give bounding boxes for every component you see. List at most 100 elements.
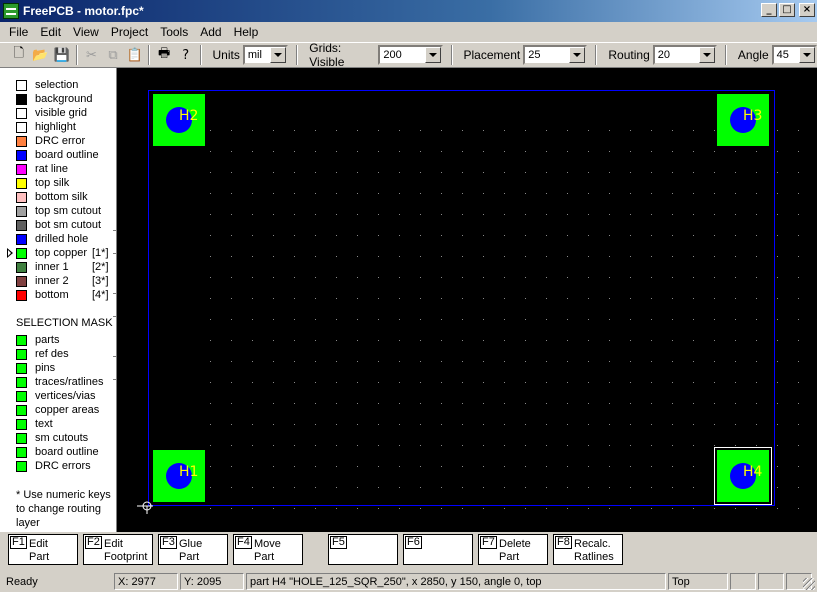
- layer-color-swatch[interactable]: [16, 289, 27, 301]
- fkey-button-f7[interactable]: F7 Delete Part: [478, 534, 548, 565]
- selection-mask-item[interactable]: vertices/vias: [16, 389, 96, 403]
- help-icon[interactable]: ?: [182, 47, 190, 63]
- chevron-down-icon[interactable]: [270, 47, 287, 63]
- mask-toggle-swatch[interactable]: [16, 446, 27, 458]
- angle-select[interactable]: 45: [771, 45, 817, 65]
- layer-color-swatch[interactable]: [16, 121, 27, 133]
- placement-grid-select[interactable]: 25: [523, 45, 588, 65]
- layer-color-swatch[interactable]: [16, 247, 27, 259]
- layer-color-swatch[interactable]: [16, 93, 27, 105]
- mask-toggle-swatch[interactable]: [16, 418, 27, 430]
- layer-color-swatch[interactable]: [16, 261, 27, 273]
- fkey-button-f3[interactable]: F3 Glue Part: [158, 534, 228, 565]
- selection-mask-item[interactable]: pins: [16, 361, 55, 375]
- layer-row[interactable]: bot sm cutout: [16, 218, 101, 232]
- paste-icon[interactable]: 📋: [126, 47, 143, 63]
- print-icon[interactable]: 🖶: [158, 46, 171, 61]
- menu-view[interactable]: View: [73, 25, 99, 39]
- mask-toggle-swatch[interactable]: [16, 376, 27, 388]
- layer-row[interactable]: visible grid: [16, 106, 87, 120]
- fkey-button-f2[interactable]: F2 Edit Footprint: [83, 534, 153, 565]
- chevron-down-icon[interactable]: [799, 47, 816, 63]
- ref-des-label[interactable]: H1: [179, 464, 199, 480]
- fkey-button-f8[interactable]: F8 Recalc. Ratlines: [553, 534, 623, 565]
- fkey-button-f6[interactable]: F6: [403, 534, 473, 565]
- layer-row[interactable]: top copper [1*]: [16, 246, 109, 260]
- layer-row[interactable]: top silk: [16, 176, 69, 190]
- layer-color-swatch[interactable]: [16, 149, 27, 161]
- layer-color-swatch[interactable]: [16, 219, 27, 231]
- layer-color-swatch[interactable]: [16, 135, 27, 147]
- mask-toggle-swatch[interactable]: [16, 404, 27, 416]
- layer-row[interactable]: background: [16, 92, 93, 106]
- part-pad[interactable]: H2: [153, 94, 205, 146]
- mask-toggle-swatch[interactable]: [16, 460, 27, 472]
- open-icon[interactable]: 📂: [32, 47, 49, 63]
- ref-des-label[interactable]: H4: [743, 464, 763, 480]
- layer-color-swatch[interactable]: [16, 205, 27, 217]
- menu-project[interactable]: Project: [110, 25, 149, 39]
- close-button[interactable]: ×: [799, 3, 815, 17]
- chevron-down-icon[interactable]: [424, 47, 441, 63]
- mask-toggle-swatch[interactable]: [16, 390, 27, 402]
- units-select[interactable]: mil: [242, 45, 289, 65]
- layer-color-swatch[interactable]: [16, 275, 27, 287]
- minimize-button[interactable]: _: [761, 3, 777, 17]
- layer-color-swatch[interactable]: [16, 107, 27, 119]
- mask-toggle-swatch[interactable]: [16, 362, 27, 374]
- layer-color-swatch[interactable]: [16, 79, 27, 91]
- fkey-button-f4[interactable]: F4 Move Part: [233, 534, 303, 565]
- selection-mask-item[interactable]: DRC errors: [16, 459, 91, 473]
- resize-grip-icon[interactable]: [803, 578, 815, 590]
- maximize-button[interactable]: □: [779, 3, 795, 17]
- pcb-canvas[interactable]: H2 H3 H1 H4: [117, 68, 817, 532]
- layer-row[interactable]: inner 2 [3*]: [16, 274, 109, 288]
- selection-mask-item[interactable]: text: [16, 417, 53, 431]
- ref-des-label[interactable]: H3: [743, 108, 763, 124]
- copy-icon[interactable]: ⧉: [108, 47, 118, 63]
- layer-row[interactable]: bottom [4*]: [16, 288, 109, 302]
- layer-row[interactable]: drilled hole: [16, 232, 88, 246]
- menu-file[interactable]: File: [9, 25, 29, 39]
- layer-color-swatch[interactable]: [16, 163, 27, 175]
- menu-add[interactable]: Add: [200, 25, 222, 39]
- layer-row[interactable]: selection: [16, 78, 78, 92]
- menu-tools[interactable]: Tools: [160, 25, 189, 39]
- save-icon[interactable]: 💾: [53, 47, 70, 63]
- grid-dot: [462, 298, 463, 299]
- chevron-down-icon[interactable]: [698, 47, 715, 63]
- fkey-button-f5[interactable]: F5: [328, 534, 398, 565]
- selection-mask-item[interactable]: copper areas: [16, 403, 99, 417]
- selection-mask-item[interactable]: ref des: [16, 347, 69, 361]
- routing-grid-select[interactable]: 20: [652, 45, 717, 65]
- layer-row[interactable]: inner 1 [2*]: [16, 260, 109, 274]
- ref-des-label[interactable]: H2: [179, 108, 199, 124]
- chevron-down-icon[interactable]: [569, 47, 586, 63]
- fkey-button-f1[interactable]: F1 Edit Part: [8, 534, 78, 565]
- layer-row[interactable]: bottom silk: [16, 190, 88, 204]
- layer-row[interactable]: DRC error: [16, 134, 85, 148]
- selection-mask-item[interactable]: parts: [16, 333, 59, 347]
- layer-color-swatch[interactable]: [16, 177, 27, 189]
- layer-color-swatch[interactable]: [16, 191, 27, 203]
- part-pad[interactable]: H4: [714, 447, 772, 505]
- visible-grid-select[interactable]: 200: [378, 45, 443, 65]
- layer-color-swatch[interactable]: [16, 233, 27, 245]
- mask-toggle-swatch[interactable]: [16, 348, 27, 360]
- selection-mask-item[interactable]: traces/ratlines: [16, 375, 103, 389]
- layer-row[interactable]: top sm cutout: [16, 204, 101, 218]
- part-pad[interactable]: H3: [717, 94, 769, 146]
- grid-dot: [630, 319, 631, 320]
- new-icon[interactable]: 🗋: [13, 46, 24, 61]
- layer-row[interactable]: board outline: [16, 148, 99, 162]
- menu-help[interactable]: Help: [233, 25, 259, 39]
- menu-edit[interactable]: Edit: [40, 25, 62, 39]
- layer-row[interactable]: rat line: [16, 162, 68, 176]
- layer-row[interactable]: highlight: [16, 120, 76, 134]
- mask-toggle-swatch[interactable]: [16, 432, 27, 444]
- selection-mask-item[interactable]: board outline: [16, 445, 99, 459]
- mask-toggle-swatch[interactable]: [16, 334, 27, 346]
- part-pad[interactable]: H1: [153, 450, 205, 502]
- cut-icon[interactable]: ✂: [86, 47, 97, 63]
- selection-mask-item[interactable]: sm cutouts: [16, 431, 88, 445]
